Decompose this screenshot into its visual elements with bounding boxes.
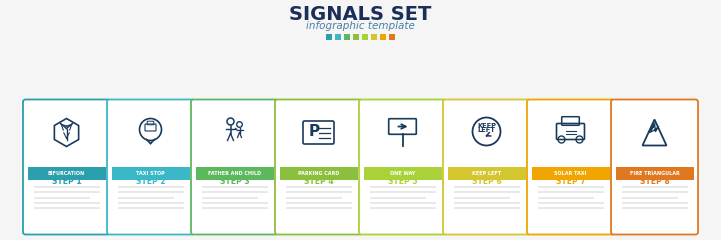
- FancyBboxPatch shape: [454, 192, 520, 193]
- FancyBboxPatch shape: [361, 34, 368, 40]
- FancyBboxPatch shape: [369, 192, 435, 193]
- FancyBboxPatch shape: [537, 197, 593, 199]
- FancyBboxPatch shape: [118, 202, 184, 204]
- FancyBboxPatch shape: [201, 197, 257, 199]
- Text: STEP 6: STEP 6: [472, 178, 501, 186]
- FancyBboxPatch shape: [33, 192, 99, 193]
- Text: ONE WAY: ONE WAY: [390, 171, 415, 176]
- FancyBboxPatch shape: [454, 186, 520, 188]
- Text: STEP 4: STEP 4: [304, 178, 333, 186]
- FancyBboxPatch shape: [454, 202, 520, 204]
- FancyBboxPatch shape: [454, 207, 520, 209]
- FancyBboxPatch shape: [443, 100, 530, 234]
- FancyBboxPatch shape: [201, 186, 267, 188]
- FancyBboxPatch shape: [622, 192, 688, 193]
- Text: TAXI STOP: TAXI STOP: [136, 171, 165, 176]
- Text: BIFURCATION: BIFURCATION: [48, 171, 85, 176]
- FancyBboxPatch shape: [363, 167, 441, 180]
- FancyBboxPatch shape: [616, 167, 694, 180]
- FancyBboxPatch shape: [118, 207, 184, 209]
- Text: STEP 3: STEP 3: [220, 178, 249, 186]
- FancyBboxPatch shape: [27, 167, 105, 180]
- FancyBboxPatch shape: [191, 100, 278, 234]
- FancyBboxPatch shape: [286, 207, 352, 209]
- FancyBboxPatch shape: [622, 197, 678, 199]
- FancyBboxPatch shape: [118, 186, 184, 188]
- FancyBboxPatch shape: [118, 197, 174, 199]
- FancyBboxPatch shape: [448, 167, 526, 180]
- FancyBboxPatch shape: [371, 34, 376, 40]
- Text: LEFT: LEFT: [477, 127, 495, 133]
- FancyBboxPatch shape: [33, 202, 99, 204]
- FancyBboxPatch shape: [611, 100, 698, 234]
- FancyBboxPatch shape: [359, 100, 446, 234]
- FancyBboxPatch shape: [280, 167, 358, 180]
- Text: KEEP: KEEP: [477, 122, 496, 128]
- FancyBboxPatch shape: [537, 207, 603, 209]
- FancyBboxPatch shape: [286, 197, 342, 199]
- FancyBboxPatch shape: [379, 34, 386, 40]
- FancyBboxPatch shape: [201, 202, 267, 204]
- Text: SIGNALS SET: SIGNALS SET: [289, 5, 431, 24]
- Text: FATHER AND CHILD: FATHER AND CHILD: [208, 171, 261, 176]
- FancyBboxPatch shape: [369, 202, 435, 204]
- Text: FIRE TRIANGULAR: FIRE TRIANGULAR: [629, 171, 679, 176]
- FancyBboxPatch shape: [33, 197, 89, 199]
- FancyBboxPatch shape: [537, 202, 603, 204]
- FancyBboxPatch shape: [112, 167, 190, 180]
- FancyBboxPatch shape: [454, 197, 510, 199]
- FancyBboxPatch shape: [286, 192, 352, 193]
- FancyBboxPatch shape: [33, 207, 99, 209]
- Text: STEP 8: STEP 8: [640, 178, 669, 186]
- FancyBboxPatch shape: [537, 192, 603, 193]
- FancyBboxPatch shape: [369, 197, 425, 199]
- FancyBboxPatch shape: [275, 100, 362, 234]
- FancyBboxPatch shape: [201, 207, 267, 209]
- Text: STEP 5: STEP 5: [388, 178, 417, 186]
- FancyBboxPatch shape: [325, 34, 332, 40]
- Text: STEP 1: STEP 1: [52, 178, 81, 186]
- FancyBboxPatch shape: [107, 100, 194, 234]
- Text: infographic template: infographic template: [306, 21, 415, 31]
- FancyBboxPatch shape: [23, 100, 110, 234]
- FancyBboxPatch shape: [118, 192, 184, 193]
- Text: KEEP LEFT: KEEP LEFT: [472, 171, 501, 176]
- FancyBboxPatch shape: [622, 207, 688, 209]
- Text: PARKING CARD: PARKING CARD: [298, 171, 339, 176]
- Text: STEP 2: STEP 2: [136, 178, 165, 186]
- FancyBboxPatch shape: [537, 186, 603, 188]
- FancyBboxPatch shape: [527, 100, 614, 234]
- FancyBboxPatch shape: [531, 167, 609, 180]
- FancyBboxPatch shape: [369, 186, 435, 188]
- FancyBboxPatch shape: [622, 186, 688, 188]
- FancyBboxPatch shape: [389, 34, 394, 40]
- FancyBboxPatch shape: [201, 192, 267, 193]
- FancyBboxPatch shape: [33, 186, 99, 188]
- FancyBboxPatch shape: [353, 34, 358, 40]
- FancyBboxPatch shape: [195, 167, 273, 180]
- Text: P: P: [309, 125, 320, 139]
- FancyBboxPatch shape: [335, 34, 340, 40]
- FancyBboxPatch shape: [286, 202, 352, 204]
- Text: STEP 7: STEP 7: [556, 178, 585, 186]
- Text: SOLAR TAXI: SOLAR TAXI: [554, 171, 587, 176]
- FancyBboxPatch shape: [286, 186, 352, 188]
- FancyBboxPatch shape: [343, 34, 350, 40]
- FancyBboxPatch shape: [369, 207, 435, 209]
- FancyBboxPatch shape: [622, 202, 688, 204]
